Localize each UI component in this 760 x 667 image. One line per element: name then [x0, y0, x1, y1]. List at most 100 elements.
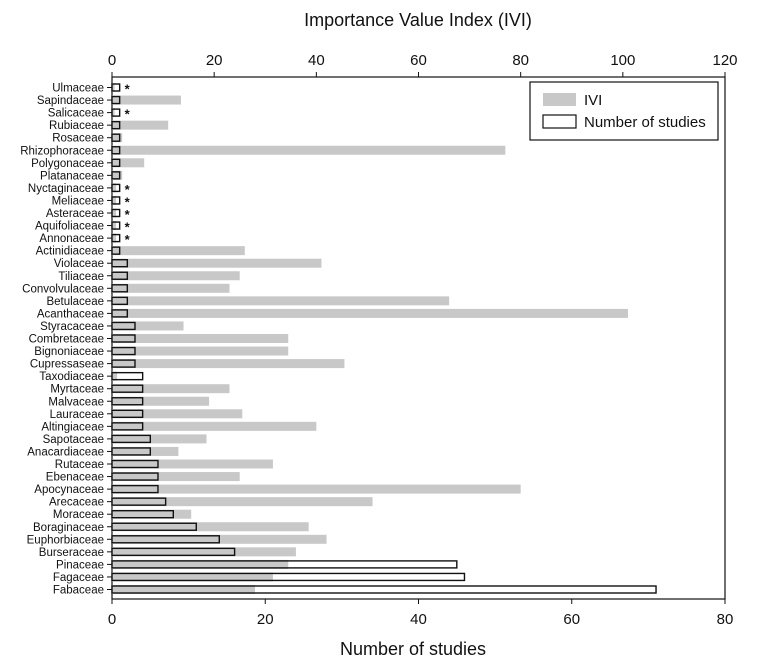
ivi-bar-apocynaceae [112, 484, 521, 494]
ivi-bar-sapotaceae [112, 434, 207, 444]
category-label-rutaceae: Rutaceae [55, 459, 104, 471]
category-label-myrtaceae: Myrtaceae [50, 384, 104, 396]
ivi-bar-myrtaceae [112, 384, 230, 394]
bars-layer: ******* [111, 82, 657, 594]
ivi-bar-convolvulaceae [112, 283, 230, 293]
category-label-rhizophoraceae: Rhizophoraceae [20, 145, 104, 157]
legend-swatch-studies [542, 114, 577, 129]
category-label-ulmaceae: Ulmaceae [52, 83, 104, 95]
category-label-tiliaceae: Tiliaceae [58, 271, 104, 283]
ivi-bar-tiliaceae [112, 271, 240, 281]
ivi-bar-pinaceae [112, 559, 289, 569]
bottom-axis-tick-label: 40 [410, 611, 427, 628]
ivi-bar-burseraceae [112, 547, 296, 557]
top-axis-tick-label: 20 [206, 52, 223, 69]
ivi-bar-ebenaceae [112, 472, 240, 482]
ivi-bar-meliaceae [112, 195, 117, 205]
category-label-aquifoliaceae: Aquifoliaceae [35, 221, 104, 233]
bottom-axis-tick-label: 80 [717, 611, 734, 628]
bottom-axis: 0 20 40 60 80 [108, 599, 734, 628]
category-label-moraceae: Moraceae [53, 509, 104, 521]
top-axis-tick-label: 80 [512, 52, 529, 69]
category-label-arecaceae: Arecaceae [49, 497, 104, 509]
category-label-styracaceae: Styracaceae [40, 321, 104, 333]
category-label-fagaceae: Fagaceae [53, 572, 104, 584]
top-axis-title: Importance Value Index (IVI) [304, 10, 532, 30]
ivi-bar-lauraceae [112, 409, 243, 419]
ivi-bar-aquifoliaceae [112, 221, 117, 231]
ivi-bar-combretaceae [112, 334, 289, 343]
top-axis-tick-label: 60 [410, 52, 427, 69]
category-label-sapotaceae: Sapotaceae [43, 434, 104, 446]
category-labels: UlmaceaeSapindaceaeSalicaceaeRubiaceaeRo… [20, 83, 112, 597]
category-label-annonaceae: Annonaceae [39, 233, 104, 245]
ivi-bar-rubiaceae [112, 120, 169, 130]
category-label-altingiaceae: Altingiaceae [41, 421, 104, 433]
category-label-platanaceae: Platanaceae [40, 170, 104, 182]
ivi-bar-actinidiaceae [112, 246, 245, 256]
legend-swatch-ivi [543, 93, 576, 106]
top-axis-tick-label: 120 [712, 52, 737, 69]
ivi-bar-annonaceae [112, 233, 117, 243]
category-label-lauraceae: Lauraceae [50, 409, 104, 421]
ivi-bar-betulaceae [112, 296, 450, 306]
ivi-bar-polygonaceae [112, 158, 145, 168]
annotation-star-salicaceae: * [125, 107, 131, 122]
annotation-star-annonaceae: * [125, 232, 131, 247]
category-label-malvaceae: Malvaceae [48, 396, 104, 408]
category-label-violaceae: Violaceae [54, 258, 104, 270]
category-label-apocynaceae: Apocynaceae [34, 484, 104, 496]
annotation-star-ulmaceae: * [125, 82, 131, 97]
category-label-taxodiaceae: Taxodiaceae [39, 371, 104, 383]
ivi-bar-rutaceae [112, 459, 273, 469]
ivi-bar-platanaceae [112, 170, 123, 180]
category-label-boraginaceae: Boraginaceae [33, 522, 104, 534]
category-label-actinidiaceae: Actinidiaceae [36, 246, 104, 258]
bottom-axis-tick-label: 60 [563, 611, 580, 628]
ivi-bar-rosaceae [112, 133, 123, 143]
category-label-cupressaseae: Cupressaseae [30, 359, 104, 371]
category-label-ebenaceae: Ebenaceae [46, 472, 104, 484]
category-label-rosaceae: Rosaceae [52, 133, 104, 145]
category-label-rubiaceae: Rubiaceae [49, 120, 104, 132]
bottom-axis-tick-label: 20 [257, 611, 274, 628]
ivi-bar-malvaceae [112, 396, 210, 406]
ivi-bar-sapindaceae [112, 95, 181, 105]
category-label-bignoniaceae: Bignoniaceae [34, 346, 104, 358]
category-label-fabaceae: Fabaceae [53, 585, 104, 597]
category-label-asteraceae: Asteraceae [46, 208, 104, 220]
category-label-pinaceae: Pinaceae [56, 559, 104, 571]
category-label-combretaceae: Combretaceae [29, 334, 104, 346]
top-axis-tick-label: 0 [108, 52, 116, 69]
ivi-bar-ulmaceae [112, 83, 115, 92]
annotation-star-nyctaginaceae: * [125, 182, 131, 197]
category-label-betulaceae: Betulaceae [46, 296, 104, 308]
category-label-sapindaceae: Sapindaceae [37, 95, 104, 107]
category-label-burseraceae: Burseraceae [39, 547, 104, 559]
ivi-bar-arecaceae [112, 497, 373, 507]
ivi-bar-fabaceae [112, 585, 256, 594]
ivi-bar-asteraceae [112, 208, 117, 218]
legend-box [529, 81, 719, 141]
ivi-bar-anacardiaceae [112, 446, 179, 456]
ivi-bar-acanthaceae [112, 308, 628, 318]
ivi-bar-bignoniaceae [112, 346, 289, 356]
category-label-euphorbiaceae: Euphorbiaceae [27, 534, 104, 546]
ivi-bar-nyctaginaceae [112, 183, 117, 193]
bottom-axis-title: Number of studies [340, 639, 486, 659]
ivi-bar-altingiaceae [112, 421, 317, 431]
top-axis-tick-label: 40 [308, 52, 325, 69]
legend-label-ivi: IVI [584, 92, 602, 109]
legend: IVI Number of studies [529, 81, 719, 141]
category-label-salicaceae: Salicaceae [48, 108, 104, 120]
annotation-star-meliaceae: * [125, 194, 131, 209]
ivi-bar-rhizophoraceae [112, 145, 506, 155]
category-label-convolvulaceae: Convolvulaceae [22, 283, 104, 295]
ivi-bar-salicaceae [112, 108, 115, 118]
category-label-nyctaginaceae: Nyctaginaceae [28, 183, 104, 195]
legend-label-studies: Number of studies [584, 114, 706, 131]
ivi-bar-taxodiaceae [112, 371, 118, 381]
annotation-star-asteraceae: * [125, 207, 131, 222]
ivi-bar-fagaceae [112, 572, 273, 582]
